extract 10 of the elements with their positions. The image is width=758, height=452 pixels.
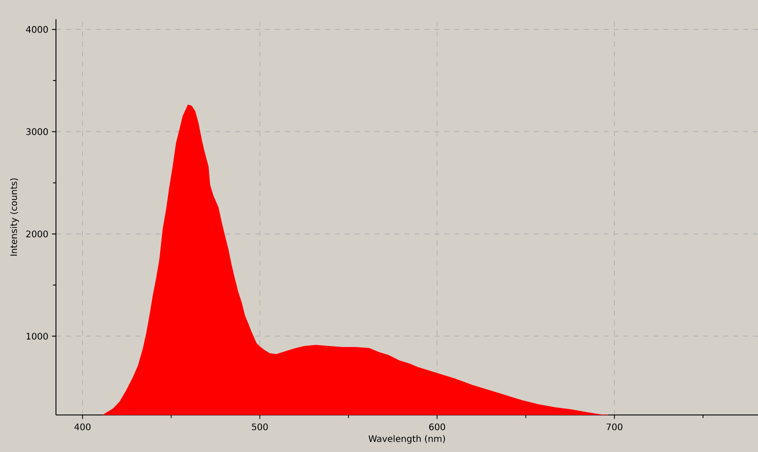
y-tick-label: 2000 — [26, 230, 48, 238]
y-axis-title: Intensity (counts) — [10, 178, 19, 256]
x-axis-title: Wavelength (nm) — [368, 435, 445, 444]
x-tick-label: 600 — [429, 423, 446, 430]
y-tick-label: 3000 — [26, 128, 48, 136]
x-tick-label: 500 — [252, 423, 268, 430]
y-tick-label: 1000 — [26, 332, 48, 340]
x-tick-label: 400 — [74, 423, 90, 430]
y-tick-label: 4000 — [26, 26, 48, 33]
x-tick-label: 700 — [606, 423, 622, 430]
